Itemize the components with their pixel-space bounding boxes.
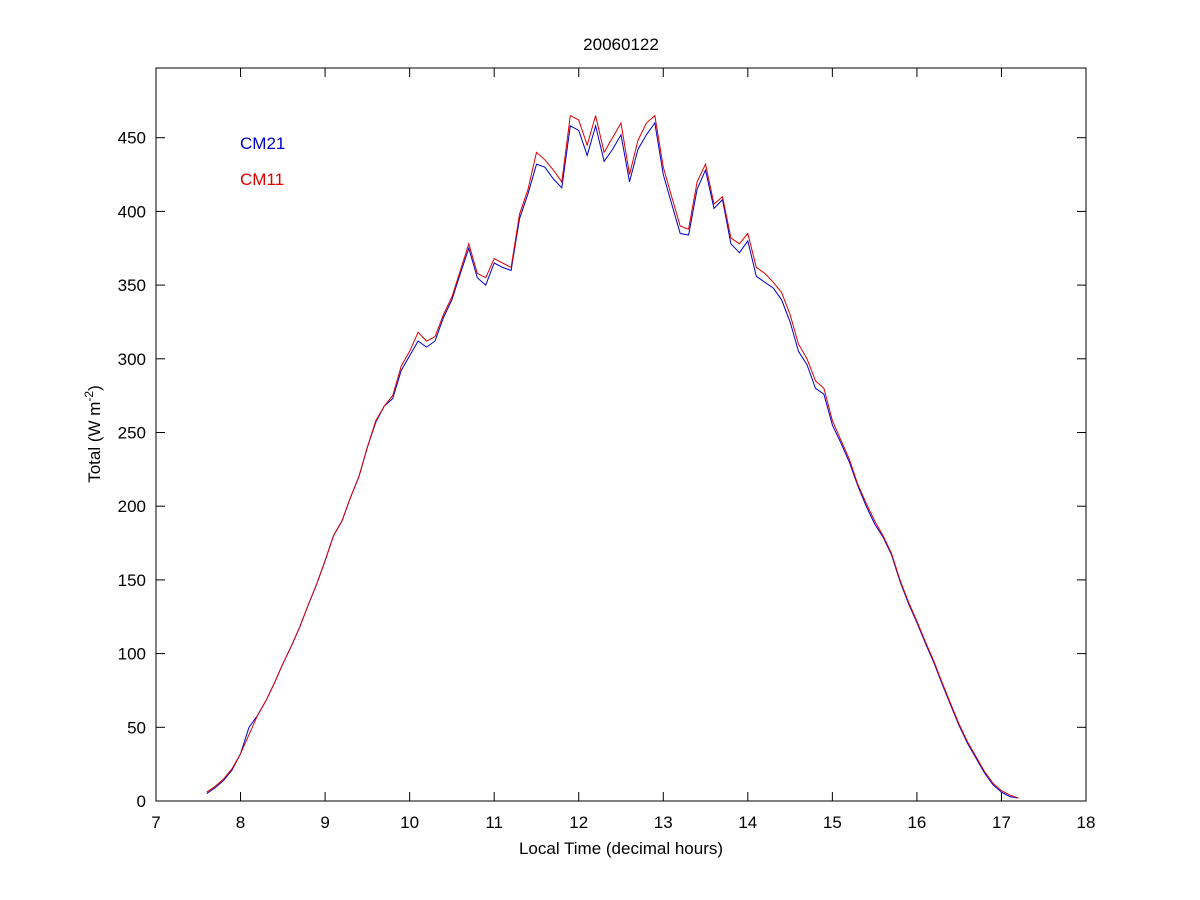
x-tick-label: 7 (151, 813, 160, 832)
legend-entry: CM11 (240, 170, 284, 189)
y-tick-label: 100 (118, 645, 146, 664)
x-tick-label: 16 (907, 813, 926, 832)
chart-title: 20060122 (583, 35, 659, 54)
x-tick-label: 10 (400, 813, 419, 832)
x-tick-label: 14 (738, 813, 757, 832)
x-tick-label: 18 (1077, 813, 1096, 832)
x-tick-label: 9 (320, 813, 329, 832)
x-axis-label: Local Time (decimal hours) (519, 839, 723, 858)
x-tick-label: 15 (823, 813, 842, 832)
x-tick-label: 13 (654, 813, 673, 832)
y-tick-label: 150 (118, 571, 146, 590)
x-tick-label: 11 (485, 813, 503, 832)
y-axis-label: Total (W m-2) (82, 385, 104, 483)
y-tick-label: 450 (118, 129, 146, 148)
y-tick-label: 250 (118, 424, 146, 443)
plot-area (155, 67, 1087, 802)
y-tick-label: 0 (137, 792, 146, 811)
y-tick-label: 200 (118, 497, 146, 516)
y-label-text: Total (W m (85, 402, 104, 483)
y-tick-label: 300 (118, 350, 146, 369)
y-tick-label: 50 (127, 718, 146, 737)
y-label-superscript: -2 (82, 391, 96, 402)
x-tick-label: 12 (569, 813, 588, 832)
y-label-suffix: ) (85, 385, 104, 391)
x-tick-label: 17 (992, 813, 1011, 832)
legend-entry: CM21 (240, 134, 285, 153)
y-tick-label: 400 (118, 202, 146, 221)
y-tick-label: 350 (118, 276, 146, 295)
x-tick-label: 8 (236, 813, 245, 832)
data-line (206, 114, 1019, 799)
